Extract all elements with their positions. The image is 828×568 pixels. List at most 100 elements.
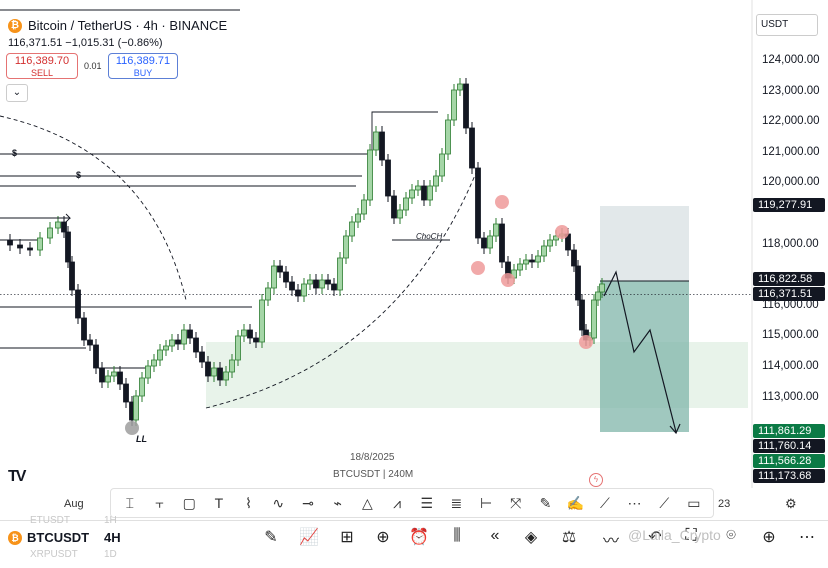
- candle-body: [87, 339, 93, 346]
- candle-body: [325, 279, 331, 285]
- price-axis-label: 121,000.00: [762, 145, 820, 158]
- zoom-in-icon[interactable]: ⊕: [762, 529, 776, 546]
- candle-body: [367, 149, 373, 201]
- text-icon[interactable]: T: [214, 495, 224, 511]
- candle-body: [193, 337, 199, 353]
- lightning-icon[interactable]: ϟ: [589, 473, 603, 487]
- indicators-icon[interactable]: 📈: [299, 529, 319, 546]
- dots-line-icon[interactable]: ⋯: [627, 494, 642, 511]
- candle-body: [133, 395, 139, 421]
- candle-body: [139, 377, 145, 397]
- chevron-down-icon[interactable]: ⌄: [6, 84, 28, 102]
- range-icon[interactable]: ⊢: [479, 494, 493, 511]
- trendline-icon[interactable]: ⌶: [125, 494, 135, 511]
- candle-body: [181, 329, 187, 345]
- symbol-title[interactable]: Bitcoin / TetherUS · 4h · BINANCE: [28, 18, 228, 33]
- scale-icon[interactable]: ⚖: [561, 529, 577, 546]
- candle-body: [379, 131, 385, 161]
- currency-selector[interactable]: USDT: [756, 14, 818, 36]
- more-icon[interactable]: ⋯: [799, 529, 815, 546]
- ohlc-summary: 116,371.51 −1,015.31 (−0.86%): [8, 37, 163, 49]
- candle-body: [307, 279, 313, 285]
- candle-body: [535, 255, 541, 263]
- wave-icon[interactable]: 〰: [602, 533, 619, 550]
- candle-body: [391, 195, 397, 219]
- candle-body: [205, 361, 211, 377]
- candle-body: [65, 231, 71, 263]
- timeframe-selector[interactable]: 4H: [104, 530, 121, 545]
- candle-body: [235, 335, 241, 361]
- candle-body: [313, 279, 319, 289]
- horizontal-line-icon[interactable]: ⫟: [155, 494, 164, 511]
- candle-body: [75, 289, 81, 319]
- grid-icon[interactable]: ⊞: [340, 529, 354, 546]
- camera-icon[interactable]: ⌾: [726, 527, 736, 544]
- ghost-tf: 1H: [104, 515, 117, 526]
- candle-body: [529, 259, 535, 263]
- candle-body: [469, 127, 475, 169]
- arrows-icon[interactable]: ⤧: [510, 494, 522, 511]
- fullscreen-icon[interactable]: ⛶: [685, 527, 697, 544]
- triangle-icon[interactable]: △: [361, 494, 373, 511]
- brush-icon[interactable]: ⌇: [245, 494, 253, 511]
- candle-body: [427, 185, 433, 201]
- line-icon[interactable]: ⟋: [659, 494, 670, 511]
- candle-body: [271, 265, 277, 289]
- sell-price: 116,389.70: [14, 55, 70, 67]
- price-tag: 116,822.58: [753, 272, 825, 286]
- choch-annotation: ChoCH: [416, 232, 443, 241]
- candle-body: [403, 197, 409, 211]
- path-icon[interactable]: ⌁: [333, 494, 342, 511]
- currency-label: USDT: [761, 19, 789, 30]
- candle-body: [595, 291, 601, 301]
- candle-body: [373, 131, 379, 151]
- curve-icon[interactable]: ∿: [272, 494, 285, 511]
- buy-price: 116,389.71: [115, 55, 171, 67]
- liquidity-marker: $: [76, 170, 82, 180]
- channel-icon[interactable]: ≣: [450, 494, 463, 511]
- swing-point-marker: [495, 195, 509, 209]
- candle-body: [169, 339, 175, 347]
- candle-body: [223, 371, 229, 381]
- candle-body: [105, 375, 111, 383]
- candle-body: [289, 281, 295, 291]
- fib-icon[interactable]: ☰: [420, 494, 433, 511]
- add-icon[interactable]: ⊕: [376, 529, 390, 546]
- pencil-icon[interactable]: ✎: [264, 529, 278, 546]
- alarm-icon[interactable]: ⏰: [409, 529, 429, 546]
- rewind-icon[interactable]: «: [490, 527, 500, 544]
- spread-value: 0.01: [84, 61, 102, 71]
- candles-icon[interactable]: ⫼: [453, 527, 461, 544]
- measure-icon[interactable]: ⟋: [599, 494, 610, 511]
- candle-body: [499, 223, 505, 263]
- comment-icon[interactable]: ▭: [687, 494, 701, 511]
- candle-body: [99, 367, 105, 383]
- swing-point-marker: [471, 261, 485, 275]
- price-axis-label: 113,000.00: [762, 390, 819, 403]
- candle-body: [265, 287, 271, 301]
- candle-body: [211, 367, 217, 377]
- ghost-tf: 1D: [104, 549, 117, 560]
- brush-stroke-icon[interactable]: ✍: [566, 494, 584, 511]
- candle-body: [81, 317, 87, 341]
- watermark-text: @Laila_Crypto: [628, 527, 721, 543]
- undo-icon[interactable]: ↶: [648, 529, 662, 546]
- candle-body: [163, 345, 169, 351]
- layers-icon[interactable]: ◈: [524, 529, 538, 546]
- candle-body: [69, 261, 75, 291]
- buy-button[interactable]: 116,389.71 BUY: [108, 53, 178, 79]
- settings-icon[interactable]: ⚙: [785, 496, 797, 511]
- ray-icon[interactable]: ⊸: [302, 494, 314, 511]
- pencil-icon[interactable]: ✎: [539, 494, 552, 511]
- sell-button[interactable]: 116,389.70 SELL: [6, 53, 78, 79]
- candle-body: [517, 263, 523, 271]
- symbol-selector[interactable]: ₿ BTCUSDT: [8, 530, 89, 545]
- zigzag-icon[interactable]: ⩘: [393, 494, 401, 511]
- candle-body: [487, 235, 493, 249]
- chart-header: ₿ Bitcoin / TetherUS · 4h · BINANCE: [8, 18, 227, 33]
- candle-body: [145, 365, 151, 379]
- rectangle-icon[interactable]: ▢: [182, 494, 196, 511]
- candle-body: [175, 339, 181, 345]
- bottom-bar: ETUSDT 1H ₿ BTCUSDT 4H XRPUSDT 1D ✎ 📈 ⊞ …: [0, 515, 828, 568]
